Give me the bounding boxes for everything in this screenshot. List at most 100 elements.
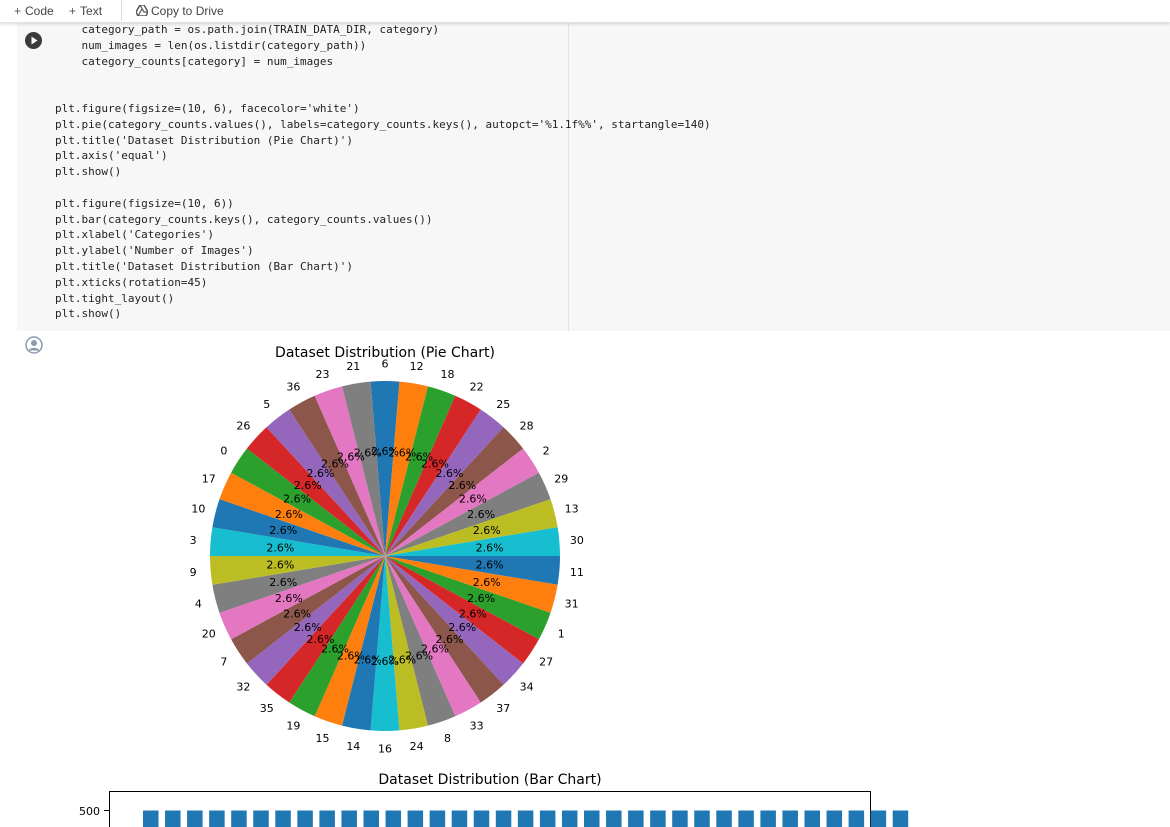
bar-chart: Dataset Distribution (Bar Chart) 500 — [79, 772, 909, 827]
pie-percent-label: 2.6% — [307, 633, 335, 646]
y-tick-label: 500 — [79, 805, 100, 818]
pie-percent-label: 2.6% — [307, 467, 335, 480]
pie-percent-label: 2.6% — [421, 458, 449, 471]
code-line: plt.xticks(rotation=45) — [55, 275, 208, 289]
pie-percent-label: 2.6% — [266, 559, 294, 572]
pie-slice — [246, 556, 385, 685]
pie-percent-label: 2.6% — [283, 607, 311, 620]
pie-category-label: 0 — [220, 445, 227, 458]
pie-percent-label: 2.6% — [266, 541, 294, 554]
add-text-button[interactable]: + Text — [69, 3, 102, 19]
code-line: plt.axis('equal') — [55, 149, 168, 163]
pie-category-label: 19 — [286, 719, 300, 732]
pie-percent-label: 2.6% — [337, 649, 365, 662]
play-icon — [31, 36, 38, 45]
pie-slice — [385, 556, 539, 664]
pie-slice — [210, 556, 385, 585]
pie-slice — [385, 409, 504, 556]
bar — [539, 810, 556, 827]
copy-to-drive-button[interactable]: Copy to Drive — [135, 3, 224, 19]
pie-slice — [219, 556, 385, 640]
code-line: plt.show() — [55, 307, 122, 321]
pie-slice — [385, 395, 481, 556]
pie-category-label: 15 — [315, 732, 329, 745]
pie-percent-label: 2.6% — [371, 655, 399, 668]
bar — [341, 810, 357, 827]
pie-category-label: 6 — [382, 358, 389, 371]
pie-percent-label: 2.6% — [436, 467, 464, 480]
run-cell-button[interactable] — [25, 32, 42, 49]
add-text-label: Text — [80, 4, 103, 18]
pie-percent-label: 2.6% — [388, 446, 416, 459]
pie-category-label: 36 — [286, 381, 300, 394]
plus-icon: + — [14, 4, 22, 18]
bar — [738, 810, 754, 827]
pie-percent-label: 2.6% — [405, 649, 433, 662]
pie-percent-label: 2.6% — [467, 592, 495, 605]
pie-category-label: 37 — [496, 702, 510, 715]
pie-category-label: 16 — [378, 743, 392, 756]
bar — [407, 810, 424, 827]
pie-slice — [219, 472, 385, 556]
code-line: category_counts[category] = num_images — [55, 54, 334, 68]
bar — [187, 810, 203, 827]
bar — [495, 810, 512, 827]
bar — [606, 810, 622, 827]
pie-category-label: 12 — [410, 360, 424, 373]
bar — [165, 810, 181, 827]
plus-icon: + — [69, 4, 77, 18]
pie-percent-label: 2.6% — [448, 621, 476, 634]
pie-percent-label: 2.6% — [388, 654, 416, 667]
toolbar-divider — [121, 0, 122, 21]
bar — [275, 810, 291, 827]
pie-slice — [385, 556, 524, 685]
bar — [584, 810, 600, 827]
pie-percent-label: 2.6% — [269, 576, 297, 589]
add-code-button[interactable]: + Code — [14, 3, 54, 19]
code-line — [55, 180, 711, 196]
pie-category-label: 21 — [346, 360, 360, 373]
pie-percent-label: 2.6% — [275, 508, 303, 521]
pie-category-label: 4 — [195, 597, 202, 610]
code-line: plt.bar(category_counts.keys(), category… — [55, 212, 433, 226]
pie-category-label: 30 — [570, 534, 584, 547]
pie-slice — [289, 395, 385, 556]
code-line: plt.xlabel('Categories') — [55, 228, 214, 242]
pie-category-label: 33 — [470, 719, 484, 732]
pie-percent-label: 2.6% — [459, 493, 487, 506]
pie-percent-label: 2.6% — [371, 445, 399, 458]
pie-category-label: 27 — [539, 655, 553, 668]
pie-category-label: 24 — [410, 740, 424, 753]
pie-category-label: 9 — [190, 566, 197, 579]
pie-percent-label: 2.6% — [283, 493, 311, 506]
code-editor[interactable]: category_path = os.path.join(TRAIN_DATA_… — [55, 22, 711, 322]
bar — [517, 810, 534, 827]
code-cell[interactable] — [17, 22, 1170, 331]
pie-slice — [212, 556, 385, 613]
bar — [143, 810, 159, 827]
bar — [473, 810, 490, 827]
pie-slice — [385, 381, 428, 556]
pie-chart-title: Dataset Distribution (Pie Chart) — [275, 345, 495, 361]
pie-slice — [385, 499, 558, 556]
code-line: plt.ylabel('Number of Images') — [55, 244, 254, 258]
bar — [694, 810, 710, 827]
pie-slice — [212, 499, 385, 556]
bar — [672, 810, 688, 827]
pie-slice — [385, 556, 551, 640]
code-line: num_images = len(os.listdir(category_pat… — [55, 38, 367, 52]
bar — [892, 810, 909, 827]
pie-percent-label: 2.6% — [269, 524, 297, 537]
bar — [628, 810, 644, 827]
code-line — [55, 69, 711, 85]
pie-slice — [370, 556, 400, 731]
pie-slice — [385, 386, 456, 556]
code-ruler — [568, 22, 569, 331]
bar — [209, 810, 225, 827]
notebook-toolbar: + Code + Text Copy to Drive — [0, 0, 1170, 23]
bar — [561, 810, 578, 827]
pie-percent-label: 2.6% — [473, 576, 501, 589]
pie-percent-label: 2.6% — [337, 451, 365, 464]
pie-percent-label: 2.6% — [467, 508, 495, 521]
copy-to-drive-label: Copy to Drive — [151, 4, 224, 18]
